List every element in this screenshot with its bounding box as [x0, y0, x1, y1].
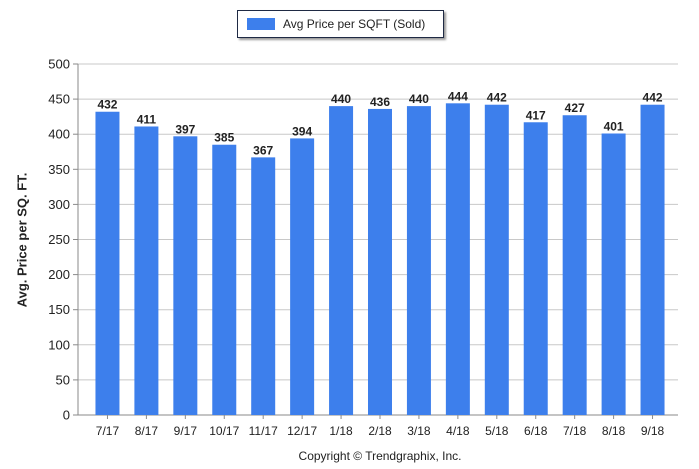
legend-swatch — [247, 18, 275, 30]
x-tick-label: 9/18 — [641, 424, 665, 438]
data-label: 427 — [565, 101, 585, 115]
x-tick-label: 5/18 — [485, 424, 509, 438]
bar — [368, 108, 392, 415]
data-label: 367 — [253, 143, 273, 157]
data-label: 442 — [643, 91, 663, 105]
bar — [212, 144, 237, 416]
y-tick-label: 100 — [48, 337, 70, 352]
bar — [251, 157, 276, 415]
y-tick-label: 300 — [48, 197, 70, 212]
bar — [601, 133, 626, 416]
y-tick-label: 500 — [48, 57, 70, 72]
x-tick-label: 8/17 — [135, 424, 159, 438]
x-tick-label: 6/18 — [524, 424, 548, 438]
bar — [406, 106, 431, 416]
data-label: 442 — [487, 91, 507, 105]
bar — [484, 104, 509, 415]
y-tick-label: 150 — [48, 302, 70, 317]
legend: Avg Price per SQFT (Sold) — [237, 10, 444, 38]
data-label: 394 — [292, 124, 312, 138]
bar — [290, 138, 315, 416]
legend-label: Avg Price per SQFT (Sold) — [283, 17, 426, 31]
bar — [445, 103, 470, 415]
data-label: 436 — [370, 95, 390, 109]
y-tick-label: 50 — [56, 372, 70, 387]
data-label: 385 — [214, 131, 234, 145]
y-axis-label: Avg. Price per SQ. FT. — [14, 172, 30, 308]
data-label: 401 — [604, 119, 624, 133]
y-tick-label: 450 — [48, 92, 70, 107]
y-tick-label: 0 — [63, 408, 70, 423]
x-tick-label: 10/17 — [209, 424, 239, 438]
data-label: 411 — [137, 112, 157, 126]
bar — [562, 115, 587, 415]
y-tick-label: 400 — [48, 127, 70, 142]
x-tick-label: 2/18 — [368, 424, 392, 438]
data-label: 432 — [97, 98, 117, 112]
copyright-text: Copyright © Trendgraphix, Inc. — [298, 449, 462, 463]
y-tick-label: 350 — [48, 162, 70, 177]
bar — [173, 136, 198, 415]
y-tick-label: 250 — [48, 232, 70, 247]
x-tick-label: 8/18 — [602, 424, 626, 438]
bar — [95, 111, 120, 416]
bar — [523, 122, 548, 416]
data-label: 397 — [175, 122, 195, 136]
x-tick-label: 1/18 — [329, 424, 353, 438]
x-tick-label: 3/18 — [407, 424, 431, 438]
data-label: 444 — [448, 89, 468, 103]
data-label: 440 — [331, 92, 351, 106]
x-tick-label: 9/17 — [174, 424, 198, 438]
data-label: 417 — [526, 108, 546, 122]
bar — [640, 104, 665, 415]
x-tick-label: 11/17 — [249, 424, 278, 438]
x-tick-label: 12/17 — [287, 424, 317, 438]
x-tick-label: 7/17 — [96, 424, 120, 438]
bar — [329, 106, 354, 416]
x-tick-label: 7/18 — [563, 424, 587, 438]
bar — [134, 126, 159, 415]
x-tick-label: 4/18 — [446, 424, 470, 438]
y-tick-label: 200 — [48, 267, 70, 282]
data-label: 440 — [409, 92, 429, 106]
